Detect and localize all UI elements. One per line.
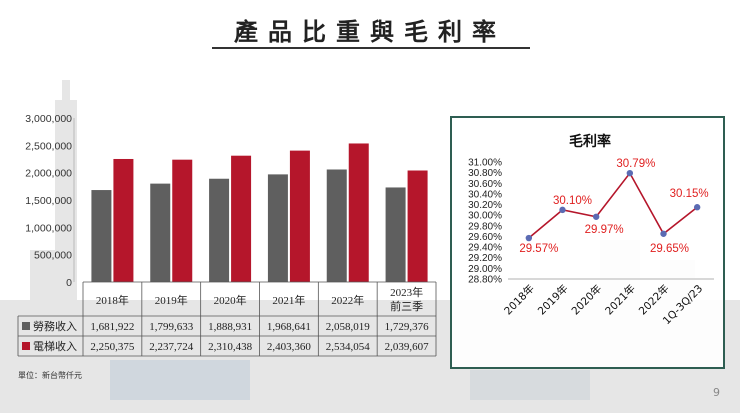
y-tick-label: 3,000,000 xyxy=(25,113,72,125)
bar-elevator xyxy=(407,170,428,282)
margin-data-label: 30.15% xyxy=(670,188,709,200)
margin-y-tick-label: 30.60% xyxy=(468,179,502,190)
margin-chart-title: 毛利率 xyxy=(569,133,611,150)
margin-y-tick-label: 29.20% xyxy=(468,253,502,264)
table-cell-value: 1,888,931 xyxy=(208,321,252,333)
table-cell-value: 2,250,375 xyxy=(90,341,135,353)
bar-service xyxy=(267,174,288,282)
margin-y-tick-label: 29.00% xyxy=(468,264,502,275)
margin-y-tick-label: 29.60% xyxy=(468,232,502,243)
y-tick-label: 2,500,000 xyxy=(25,140,72,152)
table-cell-value: 2,534,054 xyxy=(326,341,371,353)
margin-data-label: 29.65% xyxy=(650,243,689,255)
gross-margin-line-chart: 毛利率31.00%30.80%30.60%30.40%30.20%30.00%2… xyxy=(468,133,714,327)
y-tick-label: 2,000,000 xyxy=(25,168,72,180)
margin-point xyxy=(626,169,634,177)
legend-swatch xyxy=(22,342,30,350)
y-tick-label: 1,500,000 xyxy=(25,195,72,207)
bar-elevator xyxy=(231,155,252,282)
margin-y-tick-label: 30.20% xyxy=(468,200,502,211)
margin-data-label: 30.79% xyxy=(616,158,655,170)
revenue-chart: 3,000,000 2,500,000 2,000,000 1,500,000 1,00… xyxy=(0,105,440,395)
table-row-label: 勞務收入 xyxy=(33,319,77,333)
y-tick-label: 500,000 xyxy=(34,250,72,262)
table-cell-value: 1,968,641 xyxy=(267,321,311,333)
revenue-bar-chart: 3,000,000 2,500,000 2,000,000 1,500,000 1,00… xyxy=(17,113,437,357)
bar-elevator xyxy=(113,158,134,282)
bar-elevator xyxy=(348,143,369,282)
margin-y-tick-label: 30.00% xyxy=(468,211,502,222)
margin-x-tick-label: 2019年 xyxy=(535,282,571,318)
margin-x-tick-label: 2018年 xyxy=(501,282,537,318)
margin-point xyxy=(693,204,701,211)
slide-title: 產品比重與毛利率 xyxy=(234,18,506,46)
margin-data-label: 30.10% xyxy=(553,195,592,207)
table-cell-value: 2,058,019 xyxy=(326,321,371,333)
margin-data-label: 29.97% xyxy=(585,224,624,236)
table-cell-value: 1,681,922 xyxy=(90,321,134,333)
margin-y-tick-label: 29.40% xyxy=(468,243,502,254)
unit-note: 單位：新台幣仟元 xyxy=(18,371,82,380)
bar-service xyxy=(385,187,406,282)
table-cell-value: 1,729,376 xyxy=(385,321,430,333)
table-header-year: 2023年前三季 xyxy=(390,285,423,313)
bar-service xyxy=(91,190,112,282)
margin-line xyxy=(528,171,698,239)
margin-y-tick-label: 28.80% xyxy=(468,275,502,286)
bar-service xyxy=(326,169,347,282)
y-tick-label: 0 xyxy=(66,277,72,289)
bar-service xyxy=(209,178,230,282)
title-underline xyxy=(212,47,530,49)
legend-swatch xyxy=(22,322,30,330)
bar-elevator xyxy=(172,159,193,282)
margin-point xyxy=(660,230,667,237)
margin-y-tick-label: 29.80% xyxy=(468,221,502,232)
table-cell-value: 2,403,360 xyxy=(267,341,312,353)
margin-data-label: 29.57% xyxy=(519,243,558,255)
bar-service xyxy=(150,183,171,282)
table-cell-value: 2,310,438 xyxy=(208,341,253,353)
y-tick-label: 1,000,000 xyxy=(25,222,72,234)
margin-y-tick-label: 30.80% xyxy=(468,168,502,179)
table-cell-value: 2,237,724 xyxy=(149,341,194,353)
table-cell-value: 2,039,607 xyxy=(385,341,430,353)
margin-y-tick-label: 30.40% xyxy=(468,189,502,200)
margin-point xyxy=(559,206,566,214)
table-cell-value: 1,799,633 xyxy=(149,321,194,333)
table-header-year: 2021年 xyxy=(272,293,305,307)
table-header-year: 2022年 xyxy=(331,293,364,307)
gross-margin-panel: 毛利率 31.00% 30.80% 30.60% 30.40% 30.20% 30.00% 2… xyxy=(450,116,725,369)
margin-point xyxy=(592,213,600,220)
margin-point xyxy=(525,234,533,242)
table-row-label: 電梯收入 xyxy=(33,339,77,353)
table-header-year: 2018年 xyxy=(96,293,129,307)
bar-elevator xyxy=(289,150,310,282)
table-header-year: 2019年 xyxy=(155,293,188,307)
margin-x-tick-label: 2020年 xyxy=(569,282,605,318)
margin-x-tick-label: 2021年 xyxy=(602,282,638,318)
page-number: 9 xyxy=(713,386,720,399)
table-header-year: 2020年 xyxy=(214,293,247,307)
margin-y-tick-label: 31.00% xyxy=(468,158,502,169)
